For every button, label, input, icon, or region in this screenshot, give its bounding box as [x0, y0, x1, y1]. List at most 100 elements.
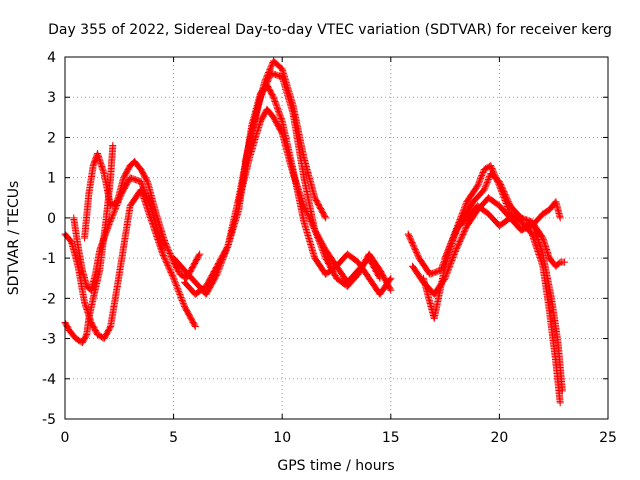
y-tick-label: -5 [42, 412, 56, 428]
x-tick-label: 5 [169, 430, 178, 446]
marker-segment [241, 111, 260, 166]
marker-segment [474, 167, 488, 190]
marker-segment [159, 250, 177, 281]
marker-segment [415, 254, 433, 277]
y-tick-label: -4 [42, 372, 56, 388]
marker-point [159, 246, 167, 254]
marker-segment [539, 207, 552, 218]
marker-point [561, 258, 569, 266]
marker-segment [528, 230, 546, 269]
marker-segment [137, 178, 155, 212]
series-track-3 [70, 174, 167, 294]
marker-segment [104, 207, 118, 230]
marker-segment [552, 359, 564, 405]
marker-segment [107, 199, 120, 210]
marker-segment [506, 214, 524, 233]
series-track-8 [241, 57, 330, 222]
marker-segment [480, 171, 494, 194]
marker-segment [452, 199, 470, 234]
marker-segment [552, 259, 563, 270]
marker-segment [85, 163, 97, 198]
marker-segment [300, 154, 318, 200]
marker-segment [343, 271, 361, 290]
marker-segment [224, 207, 242, 250]
marker-segment [278, 65, 297, 108]
marker-segment [191, 283, 209, 298]
marker-segment [289, 170, 307, 208]
marker-segment [170, 258, 183, 277]
marker-point [556, 399, 564, 407]
marker-segment [100, 170, 114, 208]
x-tick-label: 20 [490, 430, 508, 446]
marker-segment [113, 175, 127, 206]
x-tick-label: 0 [61, 430, 70, 446]
series-track-4 [81, 150, 204, 282]
marker-segment [131, 158, 144, 172]
marker-segment [311, 194, 329, 220]
y-tick-label: -3 [42, 332, 56, 348]
x-tick-label: 25 [599, 430, 617, 446]
chart-title: Day 355 of 2022, Sidereal Day-to-day VTE… [48, 22, 612, 38]
marker-segment [187, 314, 199, 329]
marker-segment [81, 191, 93, 242]
marker-segment [528, 218, 546, 257]
marker-segment [85, 296, 97, 322]
marker-segment [485, 194, 502, 209]
marker-segment [376, 276, 394, 298]
y-tick-label: 2 [47, 130, 56, 146]
marker-segment [74, 262, 88, 305]
marker-segment [487, 162, 503, 188]
marker-segment [181, 302, 194, 321]
marker-point [387, 274, 395, 282]
marker-segment [495, 182, 514, 216]
marker-segment [68, 238, 82, 269]
marker-segment [452, 223, 470, 254]
marker-segment [506, 210, 524, 225]
marker-segment [343, 267, 361, 286]
marker-segment [83, 316, 93, 338]
x-tick-labels: 0 5 10 15 20 25 [61, 430, 617, 446]
marker-segment [404, 230, 422, 261]
data-points [61, 57, 569, 407]
marker-segment [263, 105, 277, 120]
marker-segment [235, 155, 253, 206]
y-tick-label: -1 [42, 251, 56, 267]
marker-segment [333, 262, 350, 285]
grid-lines [65, 57, 608, 419]
x-axis-label: GPS time / hours [277, 458, 394, 474]
marker-segment [100, 324, 114, 343]
marker-segment [107, 143, 117, 182]
marker-segment [311, 254, 329, 277]
y-tick-labels: -5 -4 -3 -2 -1 0 1 2 3 4 [42, 50, 56, 428]
marker-segment [469, 187, 487, 206]
marker-segment [270, 93, 286, 124]
marker-segment [181, 278, 198, 297]
y-tick-label: 1 [47, 171, 56, 187]
marker-segment [78, 266, 90, 289]
marker-point [556, 214, 564, 222]
marker-segment [545, 306, 560, 365]
marker-point [109, 141, 117, 149]
series-track-2 [61, 141, 117, 347]
series-track-11 [419, 202, 566, 395]
y-tick-label: 4 [47, 50, 56, 66]
marker-segment [152, 210, 168, 244]
y-axis-label: SDTVAR / TECUs [6, 181, 22, 296]
y-tick-label: -2 [42, 291, 56, 307]
marker-segment [300, 218, 318, 261]
marker-segment [463, 203, 481, 222]
series-track-7 [235, 105, 384, 286]
marker-segment [120, 163, 133, 182]
marker-segment [202, 272, 220, 298]
marker-segment [107, 272, 123, 330]
marker-segment [463, 183, 481, 206]
series-track-12 [441, 162, 564, 407]
marker-segment [270, 57, 285, 72]
plot-frame [64, 56, 609, 420]
marker-segment [91, 248, 103, 278]
marker-segment [430, 264, 449, 322]
marker-segment [246, 119, 264, 162]
marker-point [387, 286, 395, 294]
marker-segment [539, 234, 553, 261]
marker-segment [252, 79, 268, 117]
